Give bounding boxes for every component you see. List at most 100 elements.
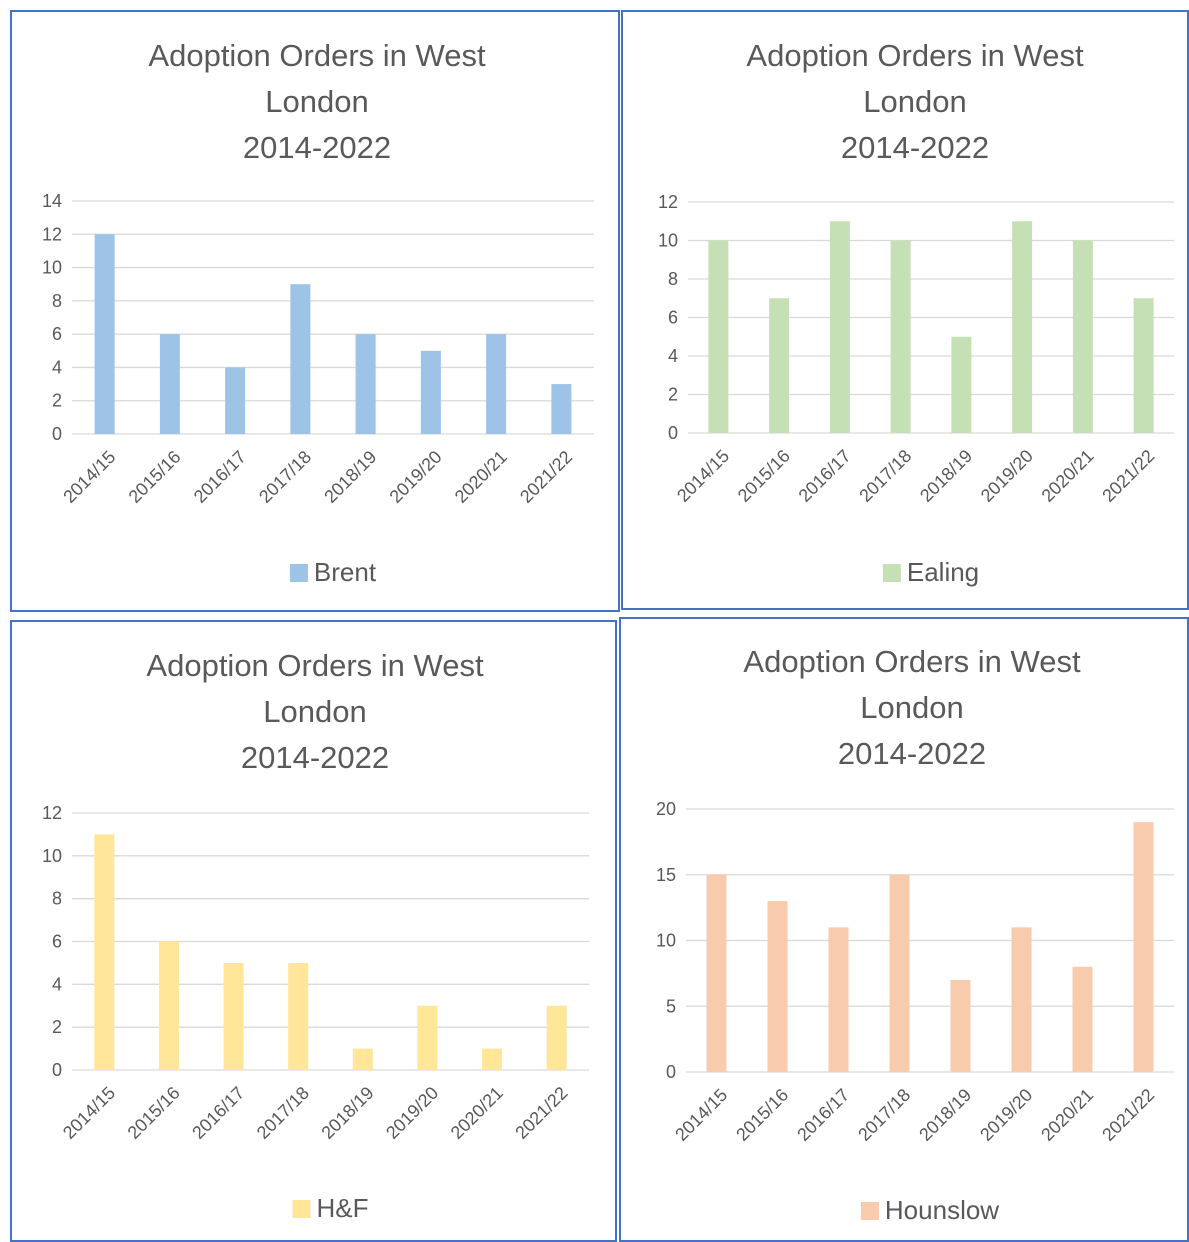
x-tick-label: 2016/17: [190, 447, 250, 507]
bar: [225, 367, 246, 434]
x-tick-label: 2016/17: [795, 446, 855, 506]
chart: 0 2 4 6 8 10 12 2014/15 2015/16 2016/17 2017/18 201…: [42, 803, 589, 1223]
legend-swatch: [860, 1202, 879, 1220]
bar: [223, 962, 244, 1070]
y-tick-label: 10: [42, 846, 62, 866]
legend-swatch: [882, 564, 901, 582]
y-tick-label: 10: [42, 258, 62, 278]
bar: [890, 240, 911, 433]
y-tick-label: 5: [666, 996, 676, 1016]
bar: [159, 334, 180, 434]
x-tick-label: 2019/20: [386, 447, 446, 507]
bar: [828, 927, 849, 1072]
x-tick-label: 2017/18: [255, 447, 315, 507]
x-tick-label: 2014/15: [673, 446, 733, 506]
y-tick-label: 2: [52, 391, 62, 411]
bar: [486, 334, 507, 434]
bar: [94, 834, 115, 1070]
x-tick-label: 2021/22: [511, 1083, 571, 1143]
y-tick-label: 12: [658, 192, 678, 212]
bar: [1012, 221, 1033, 433]
bar: [1072, 240, 1093, 433]
bar: [288, 962, 309, 1070]
bar: [1133, 822, 1154, 1072]
bar: [94, 234, 115, 434]
y-tick-label: 8: [52, 889, 62, 909]
bar: [708, 240, 729, 433]
x-tick-label: 2018/19: [317, 1083, 377, 1143]
y-tick-label: 2: [52, 1017, 62, 1037]
x-tick-label: 2015/16: [125, 447, 185, 507]
x-tick-label: 2021/22: [516, 447, 576, 507]
y-tick-label: 10: [656, 931, 676, 951]
x-tick-label: 2020/21: [1038, 446, 1098, 506]
x-tick-label: 2015/16: [734, 446, 794, 506]
x-tick-label: 2020/21: [451, 447, 511, 507]
bar: [352, 1048, 373, 1070]
y-tick-label: 4: [668, 346, 678, 366]
x-tick-label: 2020/21: [1037, 1085, 1097, 1145]
x-tick-label: 2017/18: [854, 1085, 914, 1145]
bar: [829, 221, 850, 433]
bar: [950, 979, 971, 1072]
x-tick-label: 2019/20: [976, 1085, 1036, 1145]
x-tick-label: 2017/18: [253, 1083, 313, 1143]
x-tick-label: 2018/19: [915, 1085, 975, 1145]
y-tick-label: 2: [668, 385, 678, 405]
bar: [706, 874, 727, 1072]
bar: [551, 384, 572, 434]
y-tick-label: 0: [52, 424, 62, 444]
x-tick-label: 2014/15: [59, 1083, 119, 1143]
chart-panel: Adoption Orders in West London 2014-2022…: [621, 10, 1189, 610]
bar: [417, 1005, 438, 1070]
y-tick-label: 15: [656, 865, 676, 885]
bar: [1133, 298, 1154, 433]
y-tick-label: 6: [668, 308, 678, 328]
chart-title: Adoption Orders in West London 2014-2022: [146, 648, 484, 775]
bar: [951, 336, 972, 433]
y-tick-label: 4: [52, 357, 62, 377]
x-tick-label: 2020/21: [447, 1083, 507, 1143]
x-tick-label: 2014/15: [671, 1085, 731, 1145]
x-tick-label: 2016/17: [793, 1085, 853, 1145]
x-tick-label: 2016/17: [188, 1083, 248, 1143]
x-tick-label: 2015/16: [124, 1083, 184, 1143]
y-tick-label: 14: [42, 191, 62, 211]
bar: [1072, 966, 1093, 1072]
bar: [889, 874, 910, 1072]
y-tick-label: 10: [658, 231, 678, 251]
y-tick-label: 0: [52, 1060, 62, 1080]
y-tick-label: 4: [52, 974, 62, 994]
x-tick-label: 2018/19: [916, 446, 976, 506]
bar: [158, 941, 179, 1070]
x-tick-label: 2015/16: [732, 1085, 792, 1145]
chart-title: Adoption Orders in West London 2014-2022: [148, 38, 486, 165]
y-tick-label: 12: [42, 224, 62, 244]
bar: [767, 901, 788, 1072]
bar: [769, 298, 790, 433]
bar: [546, 1005, 567, 1070]
bar: [355, 334, 376, 434]
y-tick-label: 6: [52, 932, 62, 952]
chart-panel: Adoption Orders in West London 2014-2022…: [10, 10, 620, 612]
legend-label: H&F: [317, 1193, 369, 1223]
bar: [1011, 927, 1032, 1072]
x-tick-label: 2021/22: [1098, 446, 1158, 506]
y-tick-label: 8: [668, 269, 678, 289]
legend-label: Ealing: [907, 557, 979, 587]
x-tick-label: 2019/20: [977, 446, 1037, 506]
bar: [290, 284, 311, 434]
legend-label: Brent: [314, 557, 377, 587]
legend-swatch: [292, 1200, 311, 1218]
x-tick-label: 2018/19: [320, 447, 380, 507]
chart-title: Adoption Orders in West London 2014-2022: [746, 38, 1084, 165]
y-tick-label: 12: [42, 803, 62, 823]
y-tick-label: 0: [668, 423, 678, 443]
chart-panel: Adoption Orders in West London 2014-2022…: [619, 617, 1189, 1242]
bar: [420, 350, 441, 434]
x-tick-label: 2014/15: [59, 447, 119, 507]
x-tick-label: 2021/22: [1098, 1085, 1158, 1145]
legend-swatch: [289, 564, 308, 582]
